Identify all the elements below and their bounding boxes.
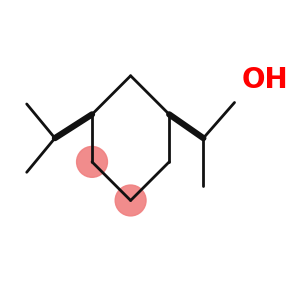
Text: OH: OH [242,66,289,94]
Circle shape [76,146,107,177]
Circle shape [115,185,146,216]
